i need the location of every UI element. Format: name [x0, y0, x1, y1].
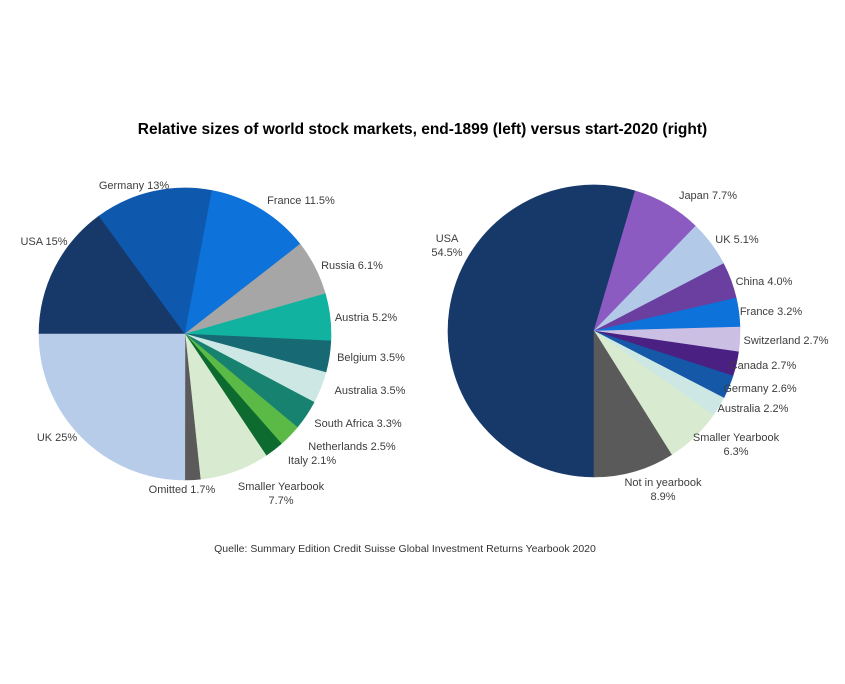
pie-end-1899-label-south-africa: South Africa 3.3%	[314, 418, 402, 430]
figure-title: Relative sizes of world stock markets, e…	[137, 121, 708, 138]
pie-end-1899-slice-germany	[98, 187, 213, 335]
pie-start-2020-label-usa: USA 54.5%	[431, 233, 462, 259]
pie-end-1899-label-netherlands: Netherlands 2.5%	[308, 441, 396, 453]
pie-end-1899-slice-usa	[38, 215, 186, 335]
pie-end-1899-label-uk: UK 25%	[37, 432, 78, 444]
pie-end-1899-label-france: France 11.5%	[267, 195, 335, 207]
pie-start-2020-label-not-in-yearbook: Not in yearbook 8.9%	[624, 477, 702, 503]
pie-end-1899-slice-uk	[38, 333, 186, 481]
pie-end-1899-slice-france	[184, 190, 301, 335]
pie-end-1899-label-austria: Austria 5.2%	[335, 312, 398, 324]
pie-start-2020: USA 54.5% Japan 7.7% UK 5.1% China 4.0% Franc…	[431, 184, 829, 503]
pie-end-1899-label-usa: USA 15%	[20, 236, 67, 248]
pie-end-1899-label-australia: Australia 3.5%	[335, 385, 406, 397]
pie-end-1899-label-italy: Italy 2.1%	[288, 455, 337, 467]
pie-start-2020-label-germany: Germany 2.6%	[723, 383, 797, 395]
pie-end-1899-label-belgium: Belgium 3.5%	[337, 352, 405, 364]
pie-end-1899: USA 15% Germany 13% France 11.5% Russia 6.1…	[20, 180, 405, 507]
pie-start-2020-label-switzerland: Switzerland 2.7%	[744, 335, 829, 347]
pie-start-2020-slice-usa	[447, 184, 636, 478]
pie-start-2020-slice-not-in-yearbook	[593, 329, 672, 478]
pie-start-2020-label-uk: UK 5.1%	[715, 234, 759, 246]
pie-start-2020-label-smaller-yearbook: Smaller Yearbook 6.3%	[693, 432, 780, 458]
pie-end-1899-label-germany: Germany 13%	[99, 180, 170, 192]
pie-start-2020-label-china: China 4.0%	[736, 276, 793, 288]
figure-source: Quelle: Summary Edition Credit Suisse Gl…	[214, 543, 596, 555]
pie-start-2020-label-france: France 3.2%	[740, 306, 803, 318]
pie-end-1899-label-omitted: Omitted 1.7%	[149, 484, 216, 496]
pie-start-2020-label-canada: Canada 2.7%	[730, 360, 797, 372]
pie-end-1899-label-smaller-yearbook: Smaller Yearbook 7.7%	[238, 481, 325, 507]
pie-start-2020-label-japan: Japan 7.7%	[679, 190, 737, 202]
pie-end-1899-label-russia: Russia 6.1%	[321, 260, 383, 272]
pie-start-2020-label-australia: Australia 2.2%	[718, 403, 789, 415]
